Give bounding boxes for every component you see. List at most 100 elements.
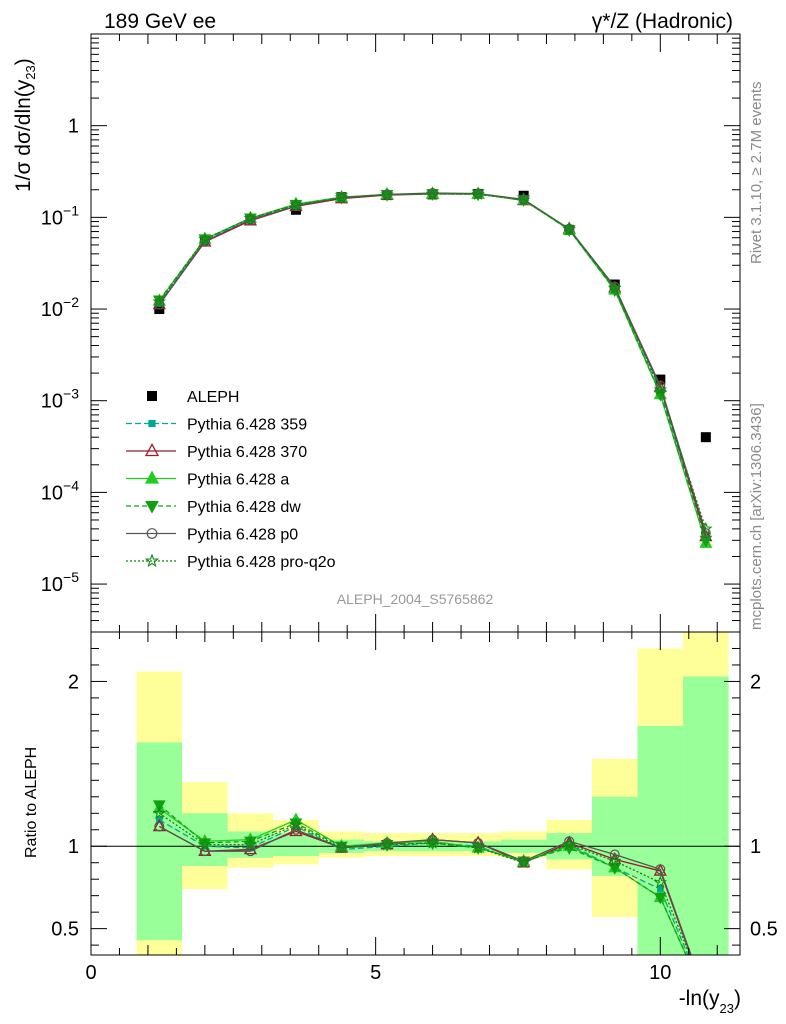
ratio-data-point [473, 837, 484, 848]
legend-entry: Pythia 6.428 dw [126, 499, 301, 516]
ratio-data-point [154, 821, 165, 832]
ratio-data-point [562, 837, 576, 851]
legend-marker [144, 443, 160, 457]
stat-uncertainty-band [136, 742, 183, 941]
legend-marker [147, 391, 157, 401]
ratio-data-point [427, 834, 438, 845]
ratio-data-point [152, 806, 167, 820]
data-point [243, 211, 258, 224]
ratio-y-tick-label: 0.5 [51, 919, 79, 941]
series-pythia-6-428-dw [152, 189, 713, 548]
legend-entry: Pythia 6.428 p0 [126, 527, 298, 544]
x-tick-label: 10 [649, 962, 671, 984]
data-point [699, 521, 713, 535]
data-point [152, 294, 167, 308]
mcplots-label: mcplots.cern.ch [arXiv:1306.3436] [748, 403, 765, 630]
series-pythia-6-428-pro-q2o [152, 186, 713, 535]
ratio-data-point [334, 840, 349, 854]
ratio-data-point [653, 892, 667, 905]
ratio-data-point [425, 835, 440, 849]
rivet-version-label: Rivet 3.1.10, ≥ 2.7M events [748, 82, 765, 265]
legend-entry: Pythia 6.428 370 [126, 443, 307, 461]
ratio-y-axis-label: Ratio to ALEPH [23, 747, 40, 858]
series-pythia-6-428-a [152, 186, 713, 548]
ratio-y-tick-label-right: 2 [750, 671, 761, 693]
ratio-y-tick-label-right: 1 [750, 836, 761, 858]
legend-marker [145, 501, 159, 514]
legend-label: Pythia 6.428 dw [187, 499, 301, 516]
energy-label: 189 GeV ee [104, 10, 216, 33]
data-point [699, 535, 713, 548]
ratio-y-tick-label: 1 [68, 836, 79, 858]
legend-label: Pythia 6.428 pro-q2o [187, 554, 336, 571]
ratio-data-point [471, 840, 485, 854]
series-line [158, 193, 707, 544]
stat-uncertainty-band [683, 676, 729, 955]
legend: ALEPH Pythia 6.428 359 Pythia 6.428 370 Pyt… [126, 389, 336, 571]
data-point [655, 374, 666, 385]
data-point [154, 299, 165, 310]
legend-label: Pythia 6.428 370 [187, 444, 307, 461]
legend-label: ALEPH [187, 389, 239, 406]
x-tick-label: 5 [370, 962, 381, 984]
ratio-data-point [289, 817, 303, 831]
main-y-tick-label: 10−5 [41, 569, 79, 596]
ratio-data-point [198, 837, 212, 851]
data-point [562, 222, 576, 236]
stat-uncertainty-band [273, 833, 319, 857]
data-point [198, 231, 212, 245]
data-point [290, 201, 301, 212]
ratio-series-pythia-6-428-pro-q2o [152, 806, 691, 955]
data-point [653, 382, 668, 396]
data-point [245, 214, 256, 225]
legend-entry: Pythia 6.428 359 [126, 417, 307, 434]
ratio-data-point [564, 836, 575, 847]
analysis-id-label: ALEPH_2004_S5765862 [337, 591, 494, 607]
main-y-tick-label: 10−1 [41, 202, 79, 229]
ratio-y-tick-label: 2 [68, 671, 79, 693]
legend-marker [146, 528, 158, 539]
legend-label: Pythia 6.428 a [187, 472, 289, 489]
ratio-data-point [243, 837, 258, 851]
ratio-data-point [655, 864, 666, 875]
legend-entry: Pythia 6.428 pro-q2o [126, 553, 336, 571]
main-y-tick-label: 10−4 [41, 477, 79, 504]
ratio-frame [90, 631, 741, 956]
ratio-data-point [609, 849, 620, 860]
main-y-tick-label: 10−2 [41, 294, 79, 321]
x-tick-label: 0 [85, 962, 96, 984]
legend-label: Pythia 6.428 p0 [187, 527, 298, 544]
ratio-data-point [516, 855, 531, 869]
main-panel: 10−5 10−4 10−3 10−2 10−1 1 1/σ dσ/dln(y23) AL… [12, 33, 741, 633]
ratio-data-point [656, 885, 664, 893]
data-point [380, 187, 394, 201]
ratio-data-point [653, 875, 668, 889]
data-point [471, 187, 485, 200]
main-y-tick-label: 10−3 [41, 386, 79, 413]
x-axis-label: -ln(y23) [679, 987, 741, 1016]
ratio-data-point [380, 837, 394, 851]
main-y-tick-label: 1 [68, 116, 79, 138]
data-point [334, 190, 349, 204]
stat-uncertainty-band [637, 725, 684, 955]
legend-marker [144, 553, 160, 568]
data-point [199, 236, 210, 247]
data-point [608, 281, 622, 295]
series-line [158, 193, 707, 530]
ratio-panel: 0.5 0.5 1 1 2 2 0 5 10 Ratio to ALEPH -ln(y23) [23, 34, 778, 1016]
ratio-data-point [152, 800, 166, 813]
ratio-data-point [290, 824, 301, 835]
main-y-axis-label: 1/σ dσ/dln(y23) [12, 58, 38, 192]
data-point [516, 192, 531, 206]
data-point [700, 432, 711, 443]
legend-marker [148, 419, 156, 428]
legend-label: Pythia 6.428 359 [187, 417, 307, 434]
legend-entry: ALEPH [147, 389, 239, 406]
data-point [425, 186, 440, 200]
ratio-data-point [608, 853, 622, 867]
ratio-data-point [653, 863, 667, 876]
ratio-series-line [158, 812, 691, 955]
legend-entry: Pythia 6.428 a [126, 470, 289, 489]
ratio-y-tick-label-right: 0.5 [750, 919, 778, 941]
